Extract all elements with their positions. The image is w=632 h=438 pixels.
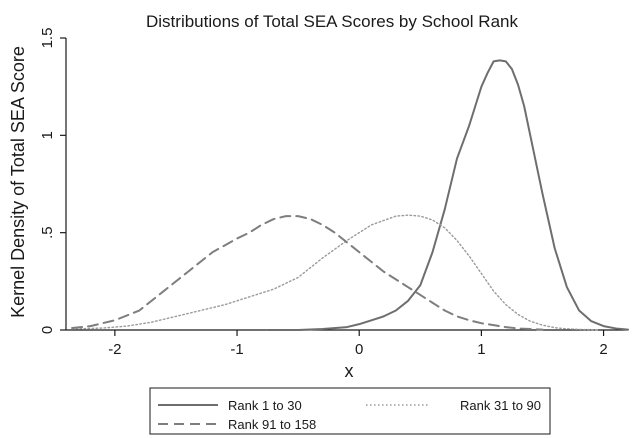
y-tick-label: 1 [39, 131, 56, 139]
series-line-2 [71, 214, 599, 331]
axes: 0 .5 1 1.5 -2 -1 0 1 2 [39, 28, 628, 358]
y-tick-label: 1.5 [39, 28, 56, 49]
x-axis-label: x [345, 361, 354, 381]
y-axis-label: Kernel Density of Total SEA Score [8, 46, 28, 318]
legend-box [149, 387, 551, 435]
legend-label-3: Rank 91 to 158 [228, 417, 316, 432]
y-tick-label: .5 [39, 226, 56, 239]
x-tick-label: -2 [108, 341, 121, 358]
x-tick-label: 2 [599, 341, 607, 358]
legend-label-1: Rank 1 to 30 [228, 398, 302, 413]
plot-area [71, 59, 629, 331]
x-tick-label: -1 [230, 341, 243, 358]
legend: Rank 1 to 30 Rank 31 to 90 Rank 91 to 158 [149, 387, 551, 435]
legend-label-2: Rank 31 to 90 [460, 398, 541, 413]
chart-title: Distributions of Total SEA Scores by Sch… [146, 12, 518, 31]
series-line-3 [71, 215, 544, 331]
x-tick-label: 1 [477, 341, 485, 358]
y-tick-label: 0 [39, 326, 56, 334]
series-line-1 [266, 59, 629, 331]
x-tick-label: 0 [355, 341, 363, 358]
